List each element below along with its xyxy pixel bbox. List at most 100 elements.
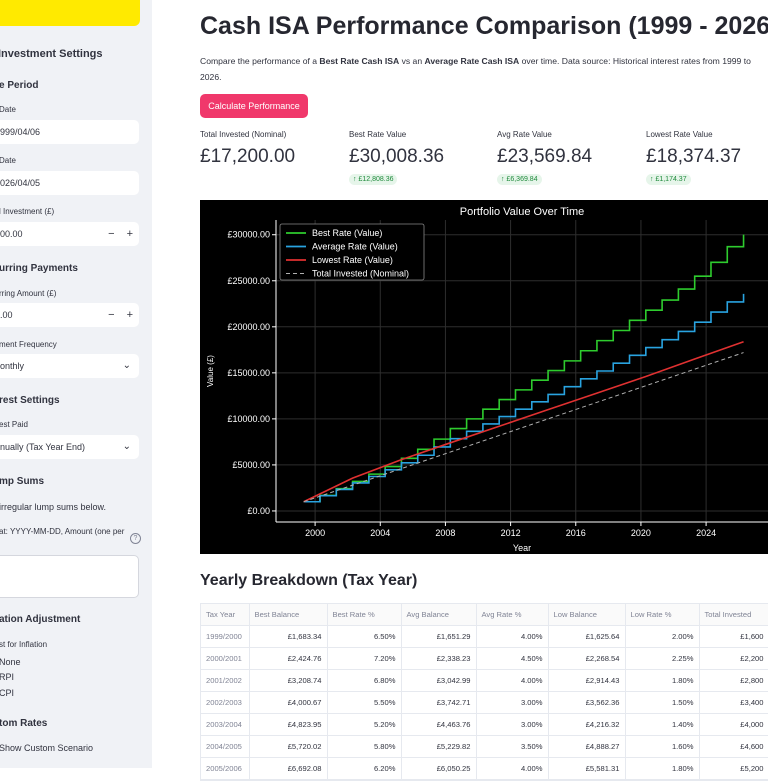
table-cell: £4,888.27 xyxy=(548,735,626,758)
table-cell: £1,683.34 xyxy=(249,625,328,648)
inflation-option-cpi[interactable]: CPI xyxy=(0,688,15,698)
recurring-amount-input[interactable]: .00 − + xyxy=(0,303,139,327)
metric-value: £23,569.84 xyxy=(497,146,593,167)
table-header-cell[interactable]: Best Rate % xyxy=(327,604,402,626)
table-cell: 2003/2004 xyxy=(201,713,250,736)
table-cell: 3.00% xyxy=(476,713,549,736)
x-tick-label: 2016 xyxy=(566,528,586,538)
lump-sums-instructions: irregular lump sums below. xyxy=(0,502,107,512)
table-cell: £3,042.99 xyxy=(401,669,477,692)
end-date-label: Date xyxy=(0,156,16,165)
table-cell: 3.00% xyxy=(476,691,549,714)
table-header-cell[interactable]: Avg Rate % xyxy=(476,604,549,626)
table-cell: £4,216.32 xyxy=(548,713,626,736)
table-cell: £1,625.64 xyxy=(548,625,626,648)
metric-avg-rate: Avg Rate Value £23,569.84 ↑ £6,369.84 xyxy=(497,130,592,186)
metric-value: £17,200.00 xyxy=(200,146,296,167)
chart-title: Portfolio Value Over Time xyxy=(460,206,585,218)
help-icon[interactable]: ? xyxy=(130,533,141,544)
table-header-cell[interactable]: Low Balance xyxy=(548,604,626,626)
y-tick-label: £15000.00 xyxy=(227,368,270,378)
table-cell: 6.50% xyxy=(327,625,402,648)
metric-label: Avg Rate Value xyxy=(497,130,552,139)
chart-legend xyxy=(279,223,425,281)
decrement-button[interactable]: − xyxy=(108,228,115,240)
legend-label: Average Rate (Value) xyxy=(312,242,398,252)
table-cell: 1.80% xyxy=(625,757,700,780)
end-date-input[interactable]: 026/04/05 xyxy=(0,171,139,195)
inflation-option-none[interactable]: None xyxy=(0,657,21,667)
table-row[interactable]: 2002/2003 £4,000.67 5.50% £3,742.71 3.00% £3,… xyxy=(201,691,768,714)
interest-paid-select[interactable]: nually (Tax Year End) ⌄ xyxy=(0,435,139,459)
table-cell: 1.80% xyxy=(625,669,700,692)
table-cell: 3.50% xyxy=(476,735,549,758)
table-row[interactable]: 2000/2001 £2,424.76 7.20% £2,338.23 4.50% £2,… xyxy=(201,647,768,670)
breakdown-table[interactable]: Tax Year Best Balance Best Rate % Avg Balan… xyxy=(200,603,768,781)
table-row[interactable]: 2003/2004 £4,823.95 5.20% £4,463.76 3.00% £4,… xyxy=(201,713,768,736)
y-tick-label: £10000.00 xyxy=(227,414,270,424)
metric-label: Best Rate Value xyxy=(349,130,407,139)
x-tick-label: 2000 xyxy=(305,528,325,538)
table-cell: 5.20% xyxy=(327,713,402,736)
payment-frequency-label: ment Frequency xyxy=(0,340,57,349)
decrement-button[interactable]: − xyxy=(108,309,115,321)
y-tick-label: £30000.00 xyxy=(227,230,270,240)
table-row[interactable]: 2004/2005 £5,720.02 5.80% £5,229.82 3.50% £4,… xyxy=(201,735,768,758)
metric-lowest-rate: Lowest Rate Value £18,374.37 ↑ £1,174.37 xyxy=(646,130,741,186)
custom-scenario-checkbox[interactable]: Show Custom Scenario xyxy=(0,743,94,753)
y-tick-label: £20000.00 xyxy=(227,322,270,332)
initial-investment-label: l Investment (£) xyxy=(0,207,55,216)
table-cell: £4,000.67 xyxy=(249,691,328,714)
increment-button[interactable]: + xyxy=(126,228,133,240)
table-cell: £4,000 xyxy=(699,713,768,736)
sidebar-heading-lump-sums: mp Sums xyxy=(0,476,45,487)
table-cell: 2.00% xyxy=(625,625,700,648)
breakdown-heading: Yearly Breakdown (Tax Year) xyxy=(200,572,418,589)
metric-best-rate: Best Rate Value £30,008.36 ↑ £12,808.36 xyxy=(349,130,444,186)
table-cell: £2,800 xyxy=(699,669,768,692)
calculate-performance-button[interactable]: Calculate Performance xyxy=(200,94,308,118)
table-row[interactable]: 2001/2002 £3,208.74 6.80% £3,042.99 4.00% £2,… xyxy=(201,669,768,692)
lump-sums-textarea[interactable] xyxy=(0,555,139,598)
chevron-down-icon: ⌄ xyxy=(122,441,131,452)
metric-delta-badge: ↑ £6,369.84 xyxy=(497,174,542,185)
table-header-cell[interactable]: Tax Year xyxy=(201,604,250,626)
table-header-cell[interactable]: Total Invested xyxy=(699,604,768,626)
table-row[interactable]: 2005/2006 £6,692.08 6.20% £6,050.25 4.00% £5,… xyxy=(201,757,768,780)
legend-label: Best Rate (Value) xyxy=(312,228,382,238)
start-date-input[interactable]: 999/04/06 xyxy=(0,120,139,144)
sidebar-heading-recurring: urring Payments xyxy=(0,263,78,274)
table-cell: £1,651.29 xyxy=(401,625,477,648)
payment-frequency-select[interactable]: onthly ⌄ xyxy=(0,354,139,378)
initial-investment-input[interactable]: 00.00 − + xyxy=(0,222,139,246)
series-line-3 xyxy=(303,352,744,503)
start-date-label: Date xyxy=(0,105,16,114)
x-tick-label: 2012 xyxy=(501,528,521,538)
table-cell: 2000/2001 xyxy=(201,647,250,670)
table-cell: £2,268.54 xyxy=(548,647,626,670)
table-cell: £3,562.36 xyxy=(548,691,626,714)
table-cell: £5,200 xyxy=(699,757,768,780)
recurring-amount-label: rring Amount (£) xyxy=(0,289,57,298)
sidebar-heading-custom-rates: tom Rates xyxy=(0,718,48,729)
table-header-cell[interactable]: Avg Balance xyxy=(401,604,477,626)
inflation-label: st for Inflation xyxy=(0,640,48,649)
sidebar-heading-inflation: ation Adjustment xyxy=(0,614,81,625)
table-cell: £4,600 xyxy=(699,735,768,758)
lump-sums-format-label: at: YYYY-MM-DD, Amount (one per xyxy=(0,527,125,536)
table-cell: 5.50% xyxy=(327,691,402,714)
metric-label: Lowest Rate Value xyxy=(646,130,713,139)
chevron-down-icon: ⌄ xyxy=(122,360,131,371)
table-row[interactable]: 1999/2000 £1,683.34 6.50% £1,651.29 4.00% £1,… xyxy=(201,625,768,648)
sidebar-top-banner[interactable] xyxy=(0,0,140,26)
table-header-cell[interactable]: Best Balance xyxy=(249,604,328,626)
portfolio-chart[interactable]: Portfolio Value Over Time £0.00 £5000.00 £1… xyxy=(200,200,768,554)
inflation-option-rpi[interactable]: RPI xyxy=(0,672,15,682)
legend-label: Lowest Rate (Value) xyxy=(312,255,393,265)
metric-delta-badge: ↑ £1,174.37 xyxy=(646,174,691,185)
table-cell: 1.50% xyxy=(625,691,700,714)
x-tick-label: 2020 xyxy=(631,528,651,538)
increment-button[interactable]: + xyxy=(126,309,133,321)
table-cell: £3,742.71 xyxy=(401,691,477,714)
table-header-cell[interactable]: Low Rate % xyxy=(625,604,700,626)
